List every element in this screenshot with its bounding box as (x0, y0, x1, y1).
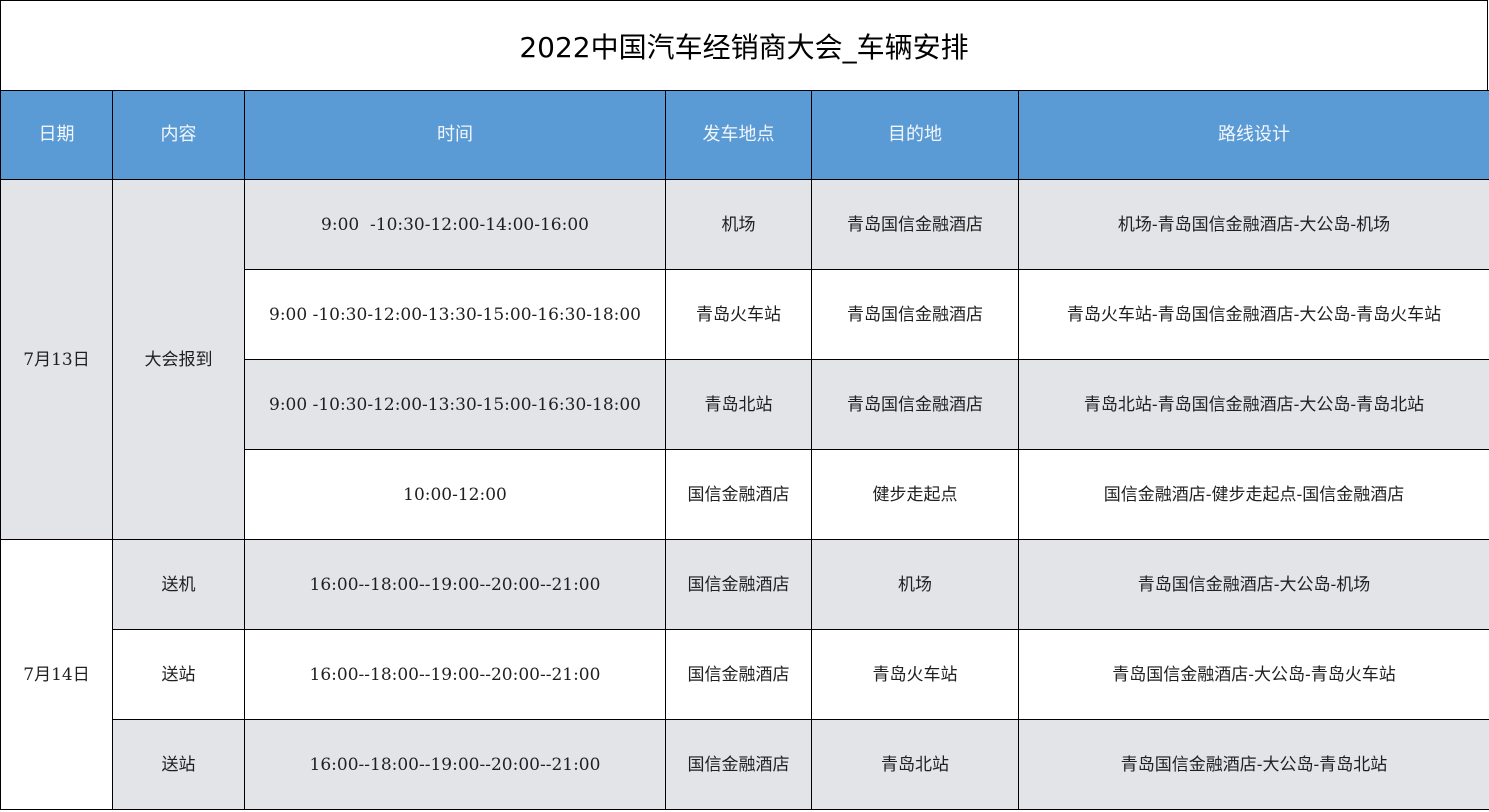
content-cell: 大会报到 (112, 179, 245, 540)
time-cell: 9:00 -10:30-12:00-13:30-15:00-16:30-18:0… (244, 359, 666, 450)
content-cell: 送站 (112, 719, 245, 810)
header-destination: 目的地 (811, 90, 1019, 180)
table-row: 7月13日 大会报到 9:00 -10:30-12:00-14:00-16:00… (0, 179, 1489, 540)
time-cell: 9:00 -10:30-12:00-13:30-15:00-16:30-18:0… (244, 269, 666, 360)
to-cell: 青岛火车站 (811, 629, 1019, 720)
sheet-title: 2022中国汽车经销商大会_车辆安排 (0, 0, 1488, 90)
from-cell: 国信金融酒店 (665, 449, 812, 540)
to-cell: 机场 (811, 539, 1019, 630)
time-cell: 9:00 -10:30-12:00-14:00-16:00 (244, 179, 666, 270)
header-date: 日期 (0, 90, 113, 180)
from-cell: 青岛火车站 (665, 269, 812, 360)
from-cell: 国信金融酒店 (665, 539, 812, 630)
route-cell: 机场-青岛国信金融酒店-大公岛-机场 (1018, 179, 1489, 270)
route-cell: 青岛火车站-青岛国信金融酒店-大公岛-青岛火车站 (1018, 269, 1489, 360)
header-content: 内容 (112, 90, 245, 180)
time-cell: 10:00-12:00 (244, 449, 666, 540)
table-row: 10:00-12:00 国信金融酒店 健步走起点 国信金融酒店-健步走起点-国信… (1, 449, 1489, 540)
route-cell: 青岛北站-青岛国信金融酒店-大公岛-青岛北站 (1018, 359, 1489, 450)
header-row: 日期 内容 时间 发车地点 目的地 路线设计 (0, 90, 1489, 180)
table-row: 9:00 -10:30-12:00-13:30-15:00-16:30-18:0… (1, 359, 1489, 450)
time-cell: 16:00--18:00--19:00--20:00--21:00 (244, 539, 666, 630)
table-row: 送站 16:00--18:00--19:00--20:00--21:00 国信金… (1, 629, 1489, 720)
content-cell: 送机 (112, 539, 245, 630)
to-cell: 青岛国信金融酒店 (811, 179, 1019, 270)
time-cell: 16:00--18:00--19:00--20:00--21:00 (244, 629, 666, 720)
vehicle-schedule-table: 日期 内容 时间 发车地点 目的地 路线设计 7月13日 大会报到 9:00 -… (0, 90, 1489, 810)
route-cell: 国信金融酒店-健步走起点-国信金融酒店 (1018, 449, 1489, 540)
content-cell: 送站 (112, 629, 245, 720)
route-cell: 青岛国信金融酒店-大公岛-机场 (1018, 539, 1489, 630)
to-cell: 青岛国信金融酒店 (811, 269, 1019, 360)
date-cell: 7月14日 (0, 539, 113, 810)
header-time: 时间 (244, 90, 666, 180)
from-cell: 国信金融酒店 (665, 629, 812, 720)
table-row: 送站 16:00--18:00--19:00--20:00--21:00 国信金… (1, 719, 1489, 810)
route-cell: 青岛国信金融酒店-大公岛-青岛火车站 (1018, 629, 1489, 720)
time-cell: 16:00--18:00--19:00--20:00--21:00 (244, 719, 666, 810)
to-cell: 健步走起点 (811, 449, 1019, 540)
route-cell: 青岛国信金融酒店-大公岛-青岛北站 (1018, 719, 1489, 810)
table-row: 9:00 -10:30-12:00-13:30-15:00-16:30-18:0… (1, 269, 1489, 360)
header-departure: 发车地点 (665, 90, 812, 180)
from-cell: 青岛北站 (665, 359, 812, 450)
to-cell: 青岛国信金融酒店 (811, 359, 1019, 450)
header-route: 路线设计 (1018, 90, 1489, 180)
from-cell: 国信金融酒店 (665, 719, 812, 810)
to-cell: 青岛北站 (811, 719, 1019, 810)
date-cell: 7月13日 (0, 179, 113, 540)
table-row: 7月14日 送机 16:00--18:00--19:00--20:00--21:… (0, 539, 1489, 810)
from-cell: 机场 (665, 179, 812, 270)
